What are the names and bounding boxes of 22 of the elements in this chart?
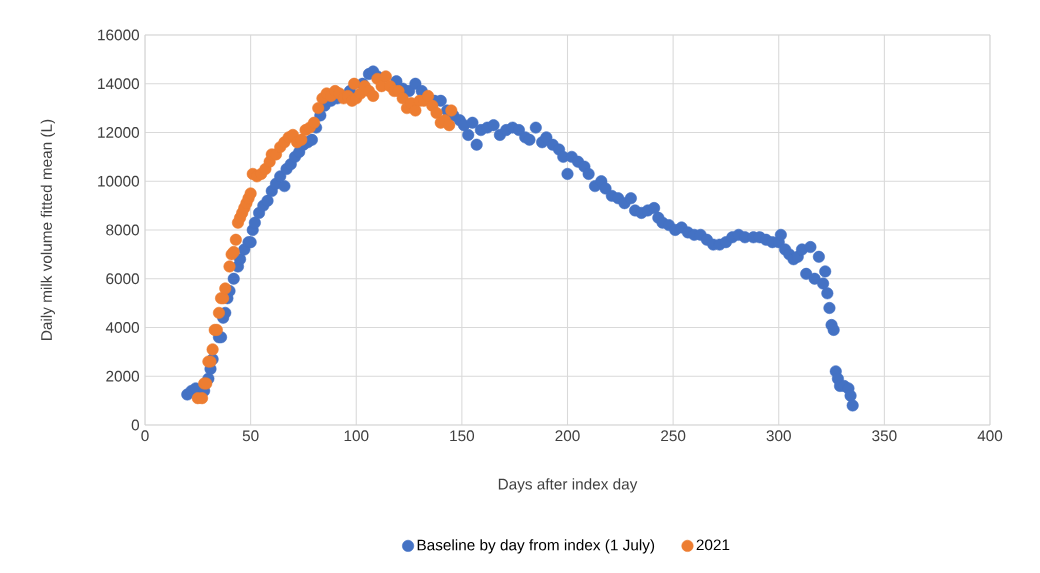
x-tick-label: 100	[344, 430, 369, 442]
y-tick-label: 10000	[98, 175, 140, 187]
y-axis-title: Daily milk volume fitted mean (L)	[40, 119, 55, 340]
x-tick-label: 50	[242, 430, 259, 442]
x-tick-label: 300	[766, 430, 791, 442]
y-tick-label: 2000	[106, 370, 140, 382]
x-tick-label: 350	[872, 430, 897, 442]
x-tick-label: 400	[977, 430, 1003, 442]
x-axis-title: Days after index day	[498, 478, 638, 493]
y-tick-label: 16000	[98, 29, 140, 41]
x-tick-label: 250	[661, 430, 686, 442]
legend-label: Baseline by day from index (1 July)	[417, 539, 655, 554]
y-tick-label: 8000	[106, 224, 140, 236]
y-tick-label: 4000	[105, 321, 140, 333]
x-tick-label: 200	[555, 430, 580, 442]
y-tick-label: 14000	[98, 78, 140, 90]
y-tick-label: 12000	[98, 126, 140, 138]
y-tick-label: 0	[131, 419, 140, 431]
y-tick-label: 6000	[106, 273, 140, 284]
x-tick-label: 150	[450, 430, 475, 442]
x-tick-label: 0	[141, 430, 149, 442]
legend-label: 2021	[696, 539, 730, 551]
